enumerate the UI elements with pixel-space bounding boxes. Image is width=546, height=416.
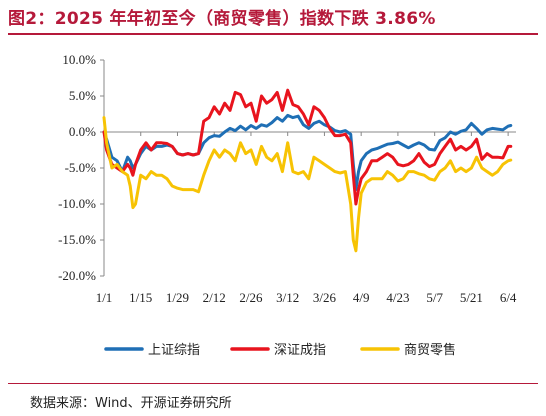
y-tick-label: -10.0% (58, 196, 96, 211)
y-tick-label: 0.0% (69, 124, 96, 139)
series-lines (102, 88, 513, 253)
y-tick-label: 10.0% (62, 52, 96, 67)
x-axis: 1/1 1/15 1/29 2/12 2/26 3/12 3/26 4/9 4/23 5/7 5/2… (96, 131, 517, 305)
footer-divider (8, 383, 538, 384)
x-tick-label: 3/12 (276, 290, 299, 305)
legend-label: 上证综指 (148, 343, 200, 358)
x-tick-label: 2/26 (239, 290, 263, 305)
y-tick-label: -15.0% (58, 232, 96, 247)
x-tick-label: 5/21 (460, 290, 483, 305)
x-tick-label: 1/29 (166, 290, 189, 305)
y-tick-label: -5.0% (65, 160, 97, 175)
y-axis: 10.0% 5.0% 0.0% -5.0% -10.0% -15.0% -20.0% (58, 52, 105, 283)
x-tick-label: 6/4 (500, 290, 517, 305)
legend-label: 深证成指 (274, 343, 326, 358)
chart-legend: 上证综指 深证成指 商贸零售 (104, 342, 456, 358)
x-tick-label: 1/1 (96, 290, 113, 305)
x-tick-label: 4/9 (353, 290, 370, 305)
x-tick-label: 5/7 (426, 290, 443, 305)
x-tick-label: 1/15 (129, 290, 152, 305)
title-divider (8, 33, 538, 35)
data-source-note: 数据来源：Wind、开源证券研究所 (30, 396, 232, 411)
x-tick-label: 3/26 (313, 290, 337, 305)
line-chart: 10.0% 5.0% 0.0% -5.0% -10.0% -15.0% -20.0% 1/1… (58, 52, 517, 358)
series-line-1 (102, 113, 513, 192)
series-line-2 (102, 88, 513, 206)
chart-title: 图2：2025 年年初至今（商贸零售）指数下跌 3.86% (8, 9, 436, 29)
legend-label: 商贸零售 (404, 342, 456, 358)
series-line-3 (102, 116, 513, 253)
y-tick-label: -20.0% (58, 268, 96, 283)
x-tick-label: 2/12 (203, 290, 226, 305)
y-tick-label: 5.0% (69, 88, 96, 103)
x-tick-label: 4/23 (386, 290, 409, 305)
